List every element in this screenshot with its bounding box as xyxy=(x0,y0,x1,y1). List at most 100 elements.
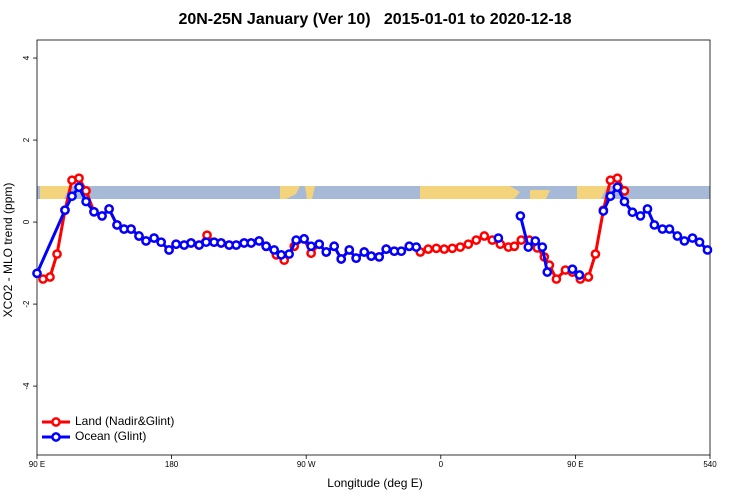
point xyxy=(479,231,490,241)
point xyxy=(156,237,166,248)
point xyxy=(52,249,62,259)
x-tick-label: 90 E xyxy=(29,460,45,469)
point xyxy=(447,243,458,254)
y-tick-label: 0 xyxy=(22,219,31,224)
x-tick-label: 0 xyxy=(439,460,444,469)
legend-label: Ocean (Glint) xyxy=(75,429,146,443)
point xyxy=(201,237,211,248)
point xyxy=(516,235,527,245)
point xyxy=(635,211,646,221)
point xyxy=(246,238,257,248)
point xyxy=(649,220,660,230)
chart-title: 20N-25N January (Ver 10) 2015-01-01 to 2… xyxy=(178,11,571,28)
point xyxy=(74,182,84,193)
point xyxy=(299,234,309,244)
point xyxy=(97,211,107,221)
point xyxy=(542,267,553,277)
point xyxy=(359,247,370,257)
y-axis-label: XCO2 - MLO trend (ppm) xyxy=(1,183,15,318)
x-tick-label: 90 W xyxy=(297,460,316,469)
point xyxy=(351,253,362,264)
map-band xyxy=(37,186,710,199)
point xyxy=(537,242,548,252)
point xyxy=(463,239,474,250)
point xyxy=(134,231,144,241)
point xyxy=(687,233,698,243)
point xyxy=(112,220,122,230)
point xyxy=(329,241,340,252)
point xyxy=(509,241,520,252)
point xyxy=(216,238,226,248)
plot-layer: 90 E 180 90 W 0 90 E 540 -4 -2 0 2 4 Land (Nadir&Gl… xyxy=(22,55,717,469)
point xyxy=(291,235,302,245)
legend-marker xyxy=(51,417,61,427)
y-tick-label: 4 xyxy=(22,55,31,60)
point xyxy=(574,270,585,280)
point xyxy=(374,252,385,262)
point xyxy=(60,205,70,216)
point xyxy=(366,251,377,261)
point xyxy=(32,268,42,279)
point xyxy=(523,242,534,252)
point xyxy=(672,231,683,241)
legend-label: Land (Nadir&Glint) xyxy=(75,414,174,428)
point xyxy=(423,244,434,254)
point xyxy=(314,239,325,250)
point xyxy=(530,236,541,246)
point xyxy=(126,224,136,234)
point xyxy=(284,249,295,259)
point xyxy=(45,272,55,282)
point xyxy=(455,242,466,252)
point xyxy=(694,237,705,248)
point xyxy=(679,236,690,246)
point xyxy=(664,224,675,234)
x-axis-label: Longitude (deg E) xyxy=(327,476,422,490)
point xyxy=(89,206,99,217)
legend-marker xyxy=(51,432,61,442)
point xyxy=(171,239,181,250)
point xyxy=(396,246,407,257)
point xyxy=(74,173,84,184)
point xyxy=(164,245,174,255)
point xyxy=(269,245,280,255)
x-tick-label: 180 xyxy=(165,460,179,469)
point xyxy=(598,206,609,216)
point xyxy=(431,243,442,254)
point xyxy=(321,247,332,257)
y-tick-label: -2 xyxy=(22,300,31,308)
point xyxy=(411,242,422,252)
point xyxy=(141,236,151,246)
point xyxy=(627,207,638,218)
point xyxy=(702,245,713,255)
point xyxy=(254,236,264,246)
point xyxy=(261,241,271,252)
x-tick-label: 90 E xyxy=(567,460,583,469)
point xyxy=(186,238,196,248)
x-tick-label: 540 xyxy=(703,460,717,469)
point xyxy=(381,244,392,254)
point xyxy=(81,196,91,207)
point xyxy=(439,244,450,254)
point xyxy=(551,274,562,284)
point xyxy=(67,191,77,202)
y-tick-label: 2 xyxy=(22,137,31,142)
point xyxy=(612,182,623,193)
point xyxy=(231,240,242,250)
point xyxy=(642,204,653,214)
point xyxy=(276,250,287,260)
point xyxy=(336,254,347,264)
point xyxy=(612,173,623,184)
point xyxy=(306,241,316,252)
point xyxy=(605,191,616,202)
point xyxy=(471,235,482,245)
point xyxy=(583,272,594,282)
point xyxy=(149,233,159,243)
point xyxy=(344,245,355,255)
y-tick-label: -4 xyxy=(22,382,31,390)
point xyxy=(567,264,578,275)
point xyxy=(590,249,601,259)
point xyxy=(104,204,114,214)
